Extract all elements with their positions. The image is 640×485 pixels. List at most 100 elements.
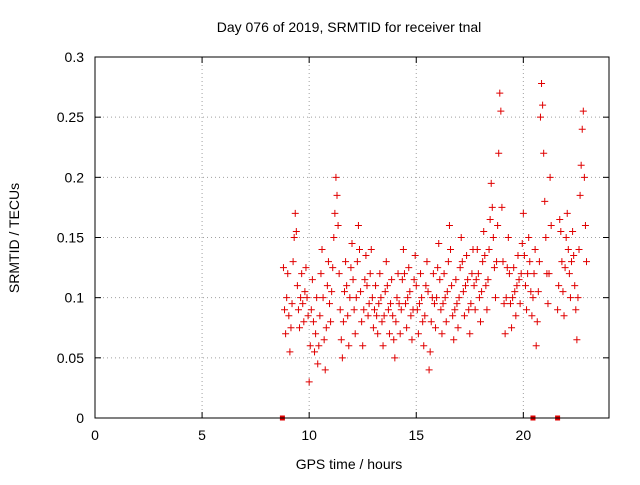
data-point [301, 288, 309, 296]
data-point [539, 101, 547, 109]
data-point [455, 294, 463, 302]
data-point [568, 258, 576, 266]
x-tick-label: 5 [198, 427, 206, 443]
data-point [571, 282, 579, 290]
data-point [445, 221, 453, 229]
data-point [494, 221, 502, 229]
data-point [580, 173, 588, 181]
data-point [410, 276, 418, 284]
data-point [292, 227, 300, 235]
data-point [293, 282, 301, 290]
data-point [302, 264, 310, 272]
data-point [560, 312, 568, 320]
y-axis-label: SRMTID / TECUs [6, 183, 22, 293]
data-point [449, 312, 457, 320]
data-point [558, 258, 566, 266]
data-point [379, 342, 387, 350]
y-tick-label: 0.15 [57, 230, 84, 246]
data-point [545, 270, 553, 278]
data-point [546, 173, 554, 181]
data-point [482, 282, 490, 290]
data-point [439, 300, 447, 308]
data-point [314, 360, 322, 368]
data-point [423, 258, 431, 266]
data-point [394, 270, 402, 278]
data-points [279, 79, 591, 386]
data-point [493, 258, 501, 266]
data-point [380, 312, 388, 320]
data-point [418, 294, 426, 302]
data-point [284, 270, 292, 278]
data-point [345, 342, 353, 350]
x-axis-ticks: 0 5 10 15 20 [91, 57, 531, 443]
y-tick-label: 0 [76, 410, 84, 426]
data-point [287, 324, 295, 332]
data-point [462, 282, 470, 290]
data-point [374, 330, 382, 338]
data-point [569, 227, 577, 235]
data-point [503, 264, 511, 272]
data-point [319, 294, 327, 302]
chart-title: Day 076 of 2019, SRMTID for receiver tna… [217, 19, 482, 35]
data-point [453, 300, 461, 308]
data-point [311, 348, 319, 356]
data-point [369, 324, 377, 332]
data-point [463, 252, 471, 260]
data-point [430, 300, 438, 308]
y-tick-label: 0.2 [65, 169, 85, 185]
data-point [464, 276, 472, 284]
data-point [382, 258, 390, 266]
data-point [347, 264, 355, 272]
data-point [331, 209, 339, 217]
data-point [438, 330, 446, 338]
data-point [398, 276, 406, 284]
data-point [521, 282, 529, 290]
data-point [351, 330, 359, 338]
data-point [471, 306, 479, 314]
data-point [491, 294, 499, 302]
data-point [555, 282, 563, 290]
data-point [390, 336, 398, 344]
data-point [424, 288, 432, 296]
data-point [530, 270, 538, 278]
data-point [299, 300, 307, 308]
data-point [308, 276, 316, 284]
data-point [338, 354, 346, 362]
data-point [290, 234, 298, 241]
data-point [341, 288, 349, 296]
data-point [475, 294, 483, 302]
data-point [563, 209, 571, 217]
data-point [511, 288, 519, 296]
data-point [454, 324, 462, 332]
data-point [575, 246, 583, 254]
data-point [420, 342, 428, 350]
data-point [285, 312, 293, 320]
data-point [376, 270, 384, 278]
data-point [353, 258, 361, 266]
data-point [378, 318, 386, 326]
data-point [366, 270, 374, 278]
data-point [572, 306, 580, 314]
data-point [288, 300, 296, 308]
data-point [407, 312, 415, 320]
data-point [448, 282, 456, 290]
data-point [432, 324, 440, 332]
data-point [286, 348, 294, 356]
data-point [361, 276, 369, 284]
data-point [478, 288, 486, 296]
data-point [387, 300, 395, 308]
data-point [320, 336, 328, 344]
data-point [348, 240, 356, 248]
data-point [479, 258, 487, 266]
data-point [441, 294, 449, 302]
data-point [554, 306, 562, 314]
data-point [583, 258, 591, 266]
data-point [501, 330, 509, 338]
data-point [324, 258, 332, 266]
data-point [294, 306, 302, 314]
data-point [315, 342, 323, 350]
data-point [397, 306, 405, 314]
data-point [541, 197, 549, 205]
